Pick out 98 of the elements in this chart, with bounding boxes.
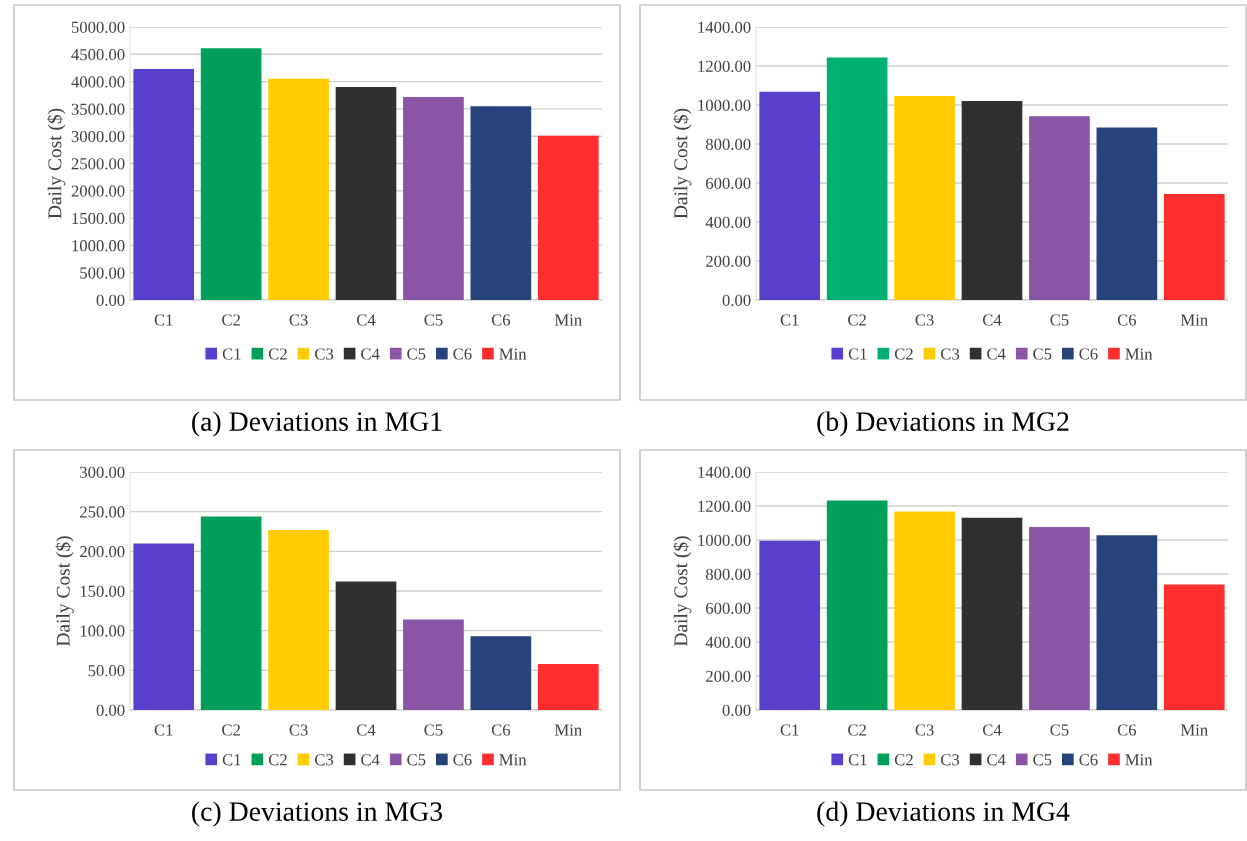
y-tick-label: 150.00: [80, 585, 125, 598]
y-tick-label: 0.00: [96, 704, 125, 717]
y-tick-label: 1500.00: [72, 212, 125, 225]
y-tick-label: 1000.00: [698, 99, 751, 112]
y-axis-title: Daily Cost ($): [47, 108, 66, 219]
y-tick-label: 200.00: [706, 255, 751, 268]
y-tick-label: 300.00: [80, 466, 125, 479]
y-tick-label: 200.00: [706, 670, 751, 683]
y-tick-label: 250.00: [80, 506, 125, 518]
y-tick-label: 5000.00: [71, 21, 125, 34]
x-tick-label: C5: [1050, 314, 1069, 326]
x-tick-label: C6: [1117, 724, 1137, 736]
x-tick-label: Min: [554, 314, 582, 326]
x-tick-label: C3: [915, 724, 934, 736]
text: (c) Deviations in MG3: [192, 801, 443, 827]
legend-label: Min: [499, 754, 527, 766]
x-tick-label: C1: [154, 314, 173, 326]
legend-label: C5: [1033, 754, 1052, 766]
y-axis-title: Daily Cost ($): [55, 536, 74, 647]
text: (a) Deviations in MG1: [192, 411, 442, 437]
legend-label: C2: [268, 348, 287, 360]
y-tick-label: 1400.00: [698, 466, 751, 479]
y-tick-label: 800.00: [705, 138, 751, 151]
legend-label: Min: [1125, 348, 1153, 360]
x-tick-label: C4: [982, 724, 1002, 736]
x-tick-label: C1: [780, 314, 799, 326]
x-tick-label: Min: [554, 724, 582, 736]
y-tick-label: 800.00: [705, 568, 751, 581]
y-tick-label: 600.00: [706, 602, 751, 615]
x-tick-label: C4: [356, 314, 376, 326]
legend-label: C5: [407, 348, 426, 360]
y-tick-label: 400.00: [705, 216, 751, 229]
legend-label: C4: [987, 348, 1006, 360]
text: (d) Deviations in MG4: [817, 801, 1070, 827]
x-tick-label: C4: [982, 314, 1002, 326]
legend-label: C1: [222, 754, 241, 766]
legend-label: C2: [894, 348, 913, 360]
legend-label: C1: [848, 754, 867, 766]
y-tick-label: 500.00: [80, 267, 125, 279]
legend-label: C1: [848, 348, 867, 360]
y-tick-label: 1200.00: [698, 500, 751, 513]
x-tick-label: C1: [154, 724, 173, 736]
legend-label: C6: [1079, 348, 1098, 360]
y-tick-label: 0.00: [96, 294, 125, 307]
y-tick-label: 3500.00: [71, 103, 125, 115]
legend-label: C5: [1033, 348, 1052, 360]
y-tick-label: 600.00: [706, 177, 751, 190]
x-tick-label: Min: [1180, 724, 1208, 736]
legend-label: C6: [453, 754, 472, 766]
legend-label: Min: [1125, 754, 1153, 766]
y-tick-label: 3000.00: [71, 130, 125, 143]
x-tick-label: C5: [424, 724, 443, 736]
legend-label: C6: [1079, 754, 1098, 766]
legend-label: C4: [987, 754, 1006, 766]
x-tick-label: C5: [424, 314, 443, 326]
text: (b) Deviations in MG2: [817, 411, 1069, 437]
x-tick-label: C6: [491, 724, 511, 736]
y-tick-label: 4500.00: [71, 49, 125, 61]
x-tick-label: C2: [848, 724, 866, 736]
x-tick-label: C3: [915, 314, 934, 326]
legend-label: C4: [361, 754, 380, 766]
x-tick-label: C6: [1117, 314, 1137, 326]
x-tick-label: C3: [289, 314, 308, 326]
x-tick-label: C2: [222, 314, 240, 326]
x-tick-label: C1: [780, 724, 799, 736]
y-tick-label: 0.00: [722, 294, 751, 307]
y-tick-label: 100.00: [80, 625, 125, 637]
y-tick-label: 4000.00: [71, 76, 125, 88]
x-tick-label: C4: [356, 724, 376, 736]
y-axis-title: Daily Cost ($): [673, 108, 692, 219]
legend-label: C2: [894, 754, 913, 766]
y-tick-label: 1200.00: [698, 60, 751, 73]
y-axis-title: Daily Cost ($): [673, 536, 692, 647]
y-tick-label: 1400.00: [698, 21, 751, 34]
legend-label: C1: [222, 348, 241, 360]
legend-label: C3: [941, 348, 960, 360]
y-tick-label: 400.00: [705, 636, 751, 649]
y-tick-label: 200.00: [80, 546, 125, 558]
y-tick-label: 50.00: [88, 665, 125, 677]
legend-label: C6: [453, 348, 472, 360]
y-tick-label: 1000.00: [698, 534, 751, 547]
x-tick-label: C2: [222, 724, 240, 736]
y-tick-label: 1000.00: [72, 240, 125, 252]
x-tick-label: C2: [848, 314, 866, 326]
legend-label: C2: [268, 754, 287, 766]
legend-label: Min: [499, 348, 527, 360]
x-tick-label: C6: [491, 314, 511, 326]
x-tick-label: C5: [1050, 724, 1069, 736]
legend-label: C3: [315, 754, 334, 766]
legend-label: C3: [315, 348, 334, 360]
x-tick-label: Min: [1180, 314, 1208, 326]
legend-label: C3: [941, 754, 960, 766]
x-tick-label: C3: [289, 724, 308, 736]
y-tick-label: 2000.00: [71, 185, 125, 197]
y-tick-label: 0.00: [722, 704, 751, 717]
legend-label: C4: [361, 348, 380, 360]
y-tick-label: 2500.00: [71, 158, 125, 170]
legend-label: C5: [407, 754, 426, 766]
